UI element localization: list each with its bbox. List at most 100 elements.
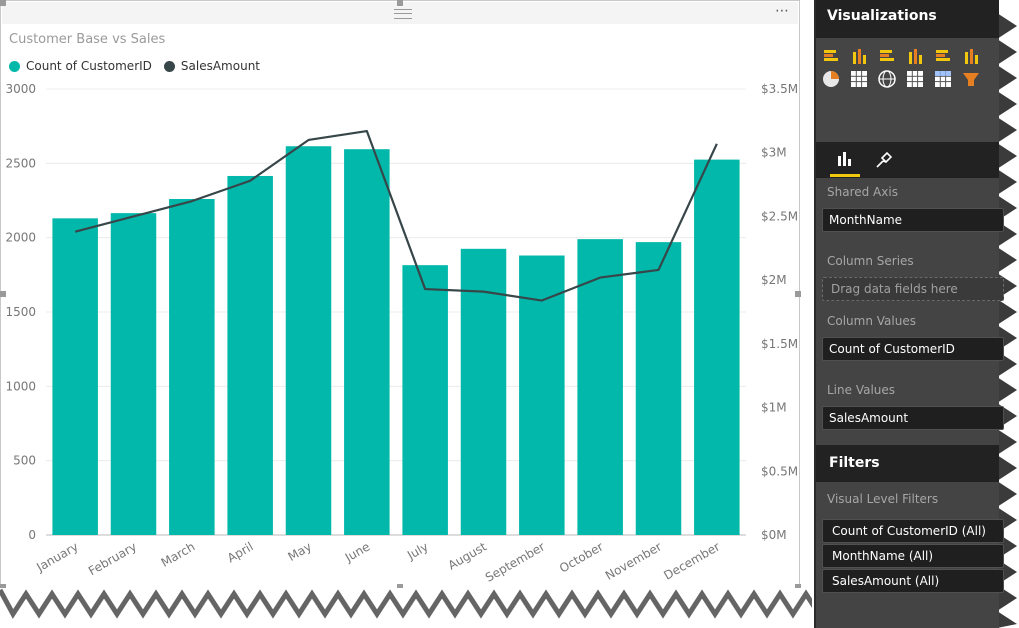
format-tab[interactable] [874,150,894,170]
category-tick-label: August [446,539,490,572]
line-series [72,128,720,304]
legend-label: Count of CustomerID [26,59,152,73]
bar-february[interactable] [110,213,157,536]
resize-handle-bottom[interactable] [397,584,403,590]
category-tick-label: September [483,539,547,584]
legend-item-count[interactable]: Count of CustomerID [9,59,152,73]
sales-amount-line[interactable] [74,129,718,302]
right-axis-tick-label: $1.5M [761,337,798,351]
pie-icon[interactable] [822,70,840,88]
column-values-label: Column Values [827,314,916,328]
stacked-bar-100-icon[interactable] [934,46,952,64]
right-axis-tick-label: $3M [761,146,787,160]
resize-handle-top[interactable] [397,0,403,6]
column-series-drop-zone[interactable]: Drag data fields here [822,277,1004,301]
filters-title[interactable]: Filters [829,455,880,471]
map-icon[interactable] [878,70,896,88]
resize-handle-top-left[interactable] [0,0,6,6]
legend-label: SalesAmount [180,59,261,73]
resize-handle-bottom-left[interactable] [0,584,6,590]
right-axis-tick-label: $1M [761,401,787,415]
left-axis-tick-label: 2500 [5,156,36,170]
grid-lines [46,88,746,536]
line-point-january[interactable] [72,229,78,235]
bar-august[interactable] [460,248,507,536]
category-tick-label: March [159,539,198,569]
drag-grip-icon[interactable] [394,9,412,19]
line-point-july[interactable] [422,286,428,292]
line-point-august[interactable] [481,289,487,295]
bar-september[interactable] [519,255,565,536]
stacked-bar-icon[interactable] [822,46,840,64]
category-tick-label: February [86,539,139,578]
panel-header-band [814,445,999,482]
line-point-december[interactable] [714,141,720,147]
category-tick-label: May [286,539,314,564]
category-tick-label: November [603,539,664,582]
filter-card-monthname[interactable]: MonthName (All) [822,544,1004,568]
visualization-gallery [822,46,1012,94]
visual-level-filters-label: Visual Level Filters [827,492,939,506]
legend-item-sales[interactable]: SalesAmount [163,59,261,73]
line-values-well[interactable]: SalesAmount [822,406,1004,430]
line-point-november[interactable] [656,267,662,273]
table-icon[interactable] [906,70,924,88]
clustered-bar-icon[interactable] [878,46,896,64]
gallery-band [814,38,999,142]
line-point-september[interactable] [539,298,545,304]
shared-axis-well[interactable]: MonthName [822,208,1004,232]
fields-tab[interactable] [836,150,854,168]
bar-october[interactable] [577,239,623,536]
more-options-icon[interactable]: ⋯ [775,3,790,19]
line-point-october[interactable] [597,275,603,281]
category-axis: January February March April May June July Augu… [33,539,722,584]
panel-header-band [814,0,999,38]
resize-handle-left[interactable] [0,291,6,297]
chart-title: Customer Base vs Sales [9,32,166,47]
line-point-february[interactable] [131,213,137,219]
category-tick-label: April [225,539,256,565]
resize-handle-bottom-right[interactable] [795,584,801,590]
left-axis-tick-label: 500 [13,454,36,468]
bar-july[interactable] [402,265,448,535]
panel-edge [814,0,816,628]
line-values-label: Line Values [827,383,896,397]
left-axis-tick-label: 1000 [5,379,36,393]
category-tick-label: June [342,539,373,565]
bar-april[interactable] [227,175,273,535]
stacked-column-100-icon[interactable] [962,46,980,64]
bar-june[interactable] [344,149,390,535]
treemap-icon[interactable] [850,70,868,88]
category-tick-label: October [557,539,606,575]
bar-november[interactable] [635,242,682,536]
left-axis-tick-label: 2000 [5,231,36,245]
visual-container[interactable]: ⋯ Customer Base vs Sales Count of Custom… [0,0,801,590]
right-axis-tick-label: $0.5M [761,464,798,478]
bar-may[interactable] [285,146,332,535]
bar-december[interactable] [694,159,740,535]
line-point-march[interactable] [189,198,195,204]
stacked-column-icon[interactable] [850,46,868,64]
clustered-column-icon[interactable] [906,46,924,64]
visualizations-title[interactable]: Visualizations [827,8,937,24]
category-tick-label: December [661,539,722,582]
shared-axis-label: Shared Axis [827,185,898,199]
resize-handle-right[interactable] [795,291,801,297]
matrix-icon[interactable] [934,70,952,88]
right-axis-tick-label: $3.5M [761,82,798,96]
column-series [52,146,740,536]
legend-dot-icon [163,60,175,72]
left-axis: 0 500 1000 1500 2000 2500 3000 [5,82,36,542]
category-tick-label: January [33,539,80,574]
bar-chart-icon [838,152,851,166]
line-point-april[interactable] [247,178,253,184]
filter-card-count[interactable]: Count of CustomerID (All) [822,519,1004,543]
line-point-june[interactable] [364,128,370,134]
column-values-well[interactable]: Count of CustomerID [822,337,1004,361]
bar-march[interactable] [169,199,215,535]
side-panel: Visualizations Shared Axis MonthName Col… [814,0,1019,628]
line-point-may[interactable] [306,137,312,143]
bar-january[interactable] [52,218,98,535]
filter-card-salesamount[interactable]: SalesAmount (All) [822,569,1004,593]
funnel-icon[interactable] [962,70,980,88]
